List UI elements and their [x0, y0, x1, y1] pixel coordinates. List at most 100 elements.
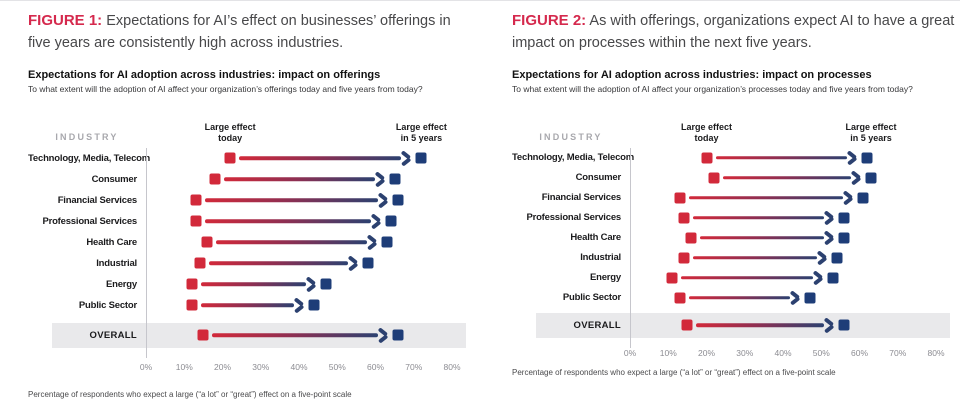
- arrow-connector: [208, 261, 348, 265]
- arrow-connector: [723, 175, 851, 180]
- marker-large-effect-today: [186, 299, 198, 311]
- row-track: [630, 168, 936, 188]
- chart-footnote: Percentage of respondents who expect a l…: [28, 389, 352, 399]
- arrow-connector: [688, 295, 790, 300]
- figure-2-panel: FIGURE 2: As with offerings, organizatio…: [512, 10, 960, 408]
- row-track: [630, 188, 936, 208]
- arrow-connector: [715, 155, 848, 160]
- arrow-connector: [200, 282, 306, 286]
- chart-title: Expectations for AI adoption across indu…: [28, 68, 381, 81]
- arrow-connector: [700, 235, 825, 240]
- chart-row-health-care: Health Care: [512, 228, 936, 248]
- marker-large-effect-in-5-years: [385, 215, 397, 227]
- legend-large-effect-today: Large effect today: [680, 121, 733, 143]
- chart-question: To what extent will the adoption of AI a…: [28, 83, 423, 94]
- x-axis-tick: 20%: [213, 361, 232, 372]
- row-track: [146, 211, 452, 232]
- marker-large-effect-today: [197, 329, 209, 341]
- chart-row-overall: OVERALL: [536, 312, 950, 338]
- row-track: [146, 169, 452, 190]
- arrow-connector: [696, 323, 825, 327]
- arrow-connector: [239, 156, 402, 160]
- x-axis-tick: 60%: [850, 347, 869, 358]
- chart-row-overall: OVERALL: [52, 322, 466, 348]
- marker-large-effect-today: [681, 319, 693, 331]
- marker-large-effect-today: [685, 232, 697, 243]
- row-label: Consumer: [91, 173, 138, 185]
- x-axis-ticks: 0% 10% 20% 30% 40% 50% 60% 70% 80%: [624, 347, 945, 360]
- arrow-connector: [681, 275, 813, 280]
- x-axis-tick: 20%: [697, 347, 716, 358]
- row-track: [630, 228, 936, 248]
- row-label: Financial Services: [57, 194, 138, 206]
- chart-row-energy: Energy: [512, 268, 936, 288]
- chart-row-technology-media-telecom: Technology, Media, Telecom: [28, 148, 452, 169]
- chart-row-financial-services: Financial Services: [28, 190, 452, 211]
- marker-large-effect-in-5-years: [861, 152, 873, 163]
- arrow-head-icon: [824, 231, 835, 245]
- figure-2-caption: FIGURE 2: As with offerings, organizatio…: [512, 10, 960, 55]
- arrow-connector: [692, 255, 817, 260]
- marker-large-effect-today: [201, 236, 213, 248]
- marker-large-effect-in-5-years: [804, 292, 816, 303]
- row-track: [630, 248, 936, 268]
- arrow-head-icon: [824, 318, 835, 332]
- marker-large-effect-today: [674, 192, 686, 203]
- row-track: [630, 313, 936, 338]
- arrow-head-icon: [790, 291, 801, 305]
- marker-large-effect-in-5-years: [308, 299, 320, 311]
- legend-large-effect-today: Large effect today: [204, 121, 256, 143]
- row-label: Technology, Media, Telecom: [28, 152, 151, 164]
- marker-large-effect-today: [666, 272, 678, 283]
- chart-title: Expectations for AI adoption across indu…: [512, 68, 872, 81]
- row-label: Financial Services: [541, 192, 622, 203]
- arrow-head-icon: [401, 151, 412, 165]
- x-axis-tick: 80%: [927, 347, 945, 358]
- row-track: [630, 288, 936, 308]
- x-axis-tick: 30%: [252, 361, 270, 372]
- chart-row-consumer: Consumer: [512, 168, 936, 188]
- marker-large-effect-in-5-years: [838, 232, 850, 243]
- marker-large-effect-today: [678, 252, 690, 263]
- arrow-head-icon: [378, 193, 389, 207]
- marker-large-effect-in-5-years: [838, 319, 850, 331]
- row-track: [146, 232, 452, 253]
- row-label: Energy: [105, 278, 137, 290]
- row-label: Professional Services: [42, 215, 137, 227]
- arrow-head-icon: [817, 251, 828, 265]
- arrow-connector: [692, 215, 825, 220]
- legend-overlay: Large effect today Large effect in 5 yea…: [146, 112, 452, 148]
- row-label: Technology, Media, Telecom: [512, 152, 635, 163]
- chart-row-consumer: Consumer: [28, 169, 452, 190]
- row-track: [146, 253, 452, 274]
- figure-1-caption: FIGURE 1: Expectations for AI’s effect o…: [28, 10, 476, 55]
- row-label: OVERALL: [89, 329, 137, 341]
- marker-large-effect-in-5-years: [831, 252, 843, 263]
- industry-column-header: INDUSTRY: [55, 131, 119, 142]
- chart-row-professional-services: Professional Services: [512, 208, 936, 228]
- figure-2-caption-text: As with offerings, organizations expect …: [512, 13, 955, 51]
- marker-large-effect-today: [701, 152, 712, 163]
- arrow-head-icon: [851, 171, 862, 185]
- arrow-head-icon: [824, 211, 835, 225]
- arrow-head-icon: [375, 172, 386, 186]
- marker-large-effect-in-5-years: [857, 192, 869, 203]
- x-axis-tick: 40%: [774, 347, 792, 358]
- marker-large-effect-today: [674, 292, 686, 303]
- arrow-head-icon: [294, 298, 305, 312]
- marker-large-effect-today: [190, 194, 202, 206]
- marker-large-effect-today: [186, 278, 198, 290]
- arrow-connector: [212, 333, 379, 337]
- chart-rows: Technology, Media, Telecom Consumer Financ…: [28, 147, 476, 358]
- figure-1-panel: FIGURE 1: Expectations for AI’s effect o…: [28, 10, 476, 408]
- arrow-head-icon: [348, 256, 359, 270]
- chart-row-professional-services: Professional Services: [28, 211, 452, 232]
- row-label: Consumer: [575, 172, 622, 183]
- row-track: [146, 190, 452, 211]
- row-label: Industrial: [580, 252, 621, 263]
- legend-overlay: Large effect today Large effect in 5 yea…: [630, 112, 936, 148]
- row-track: [146, 148, 452, 169]
- chart-row-public-sector: Public Sector: [28, 295, 452, 316]
- marker-large-effect-in-5-years: [362, 257, 374, 269]
- arrow-connector: [204, 219, 371, 223]
